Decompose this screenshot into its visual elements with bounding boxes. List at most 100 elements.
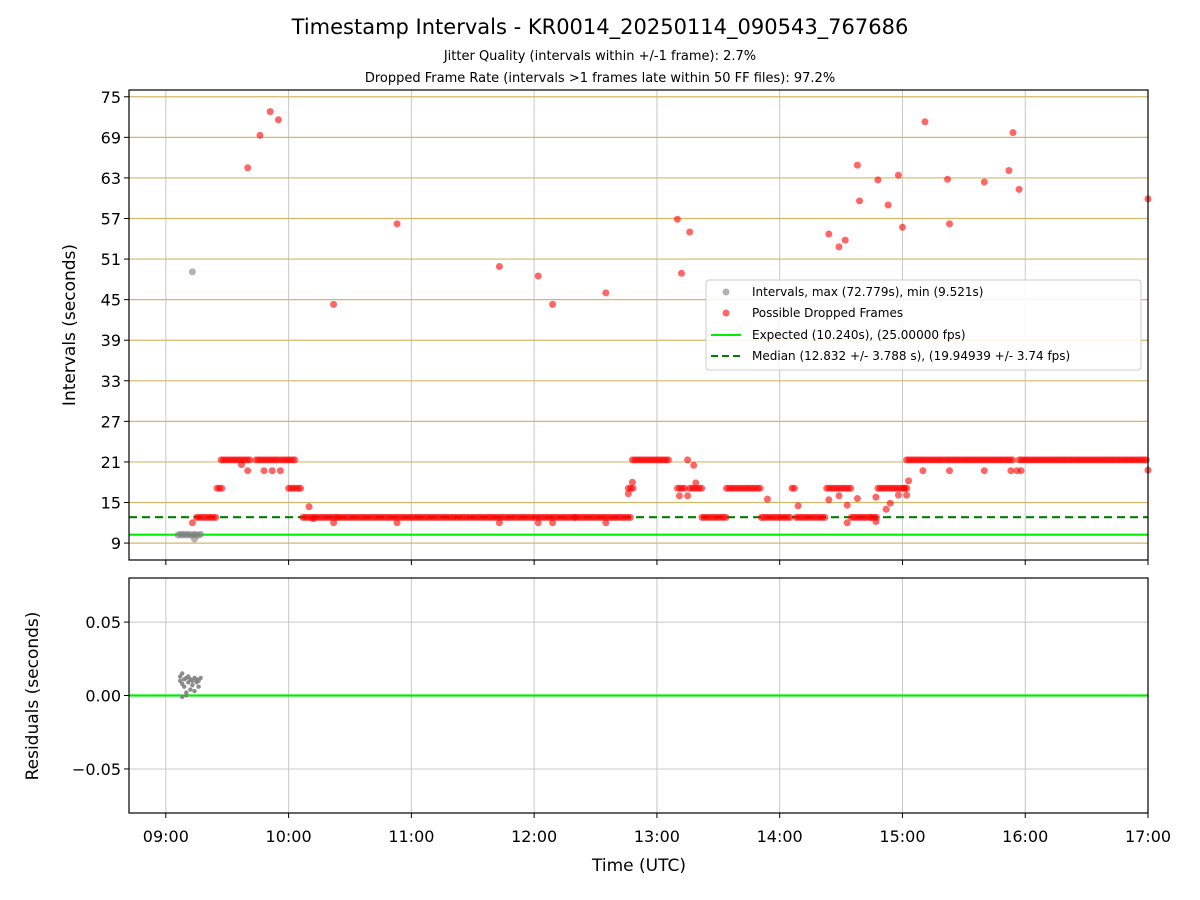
top-y-tick-label: 21	[101, 453, 121, 472]
top-y-tick-label: 63	[101, 169, 121, 188]
dropped-frame-point	[903, 491, 911, 499]
dropped-frame-point	[244, 467, 252, 475]
dropped-frame-point	[244, 164, 252, 172]
dropped-frame-point	[1009, 129, 1017, 137]
dropped-frame-point	[944, 175, 951, 183]
dropped-frame-point	[684, 456, 692, 464]
bottom-y-tick-label: −0.05	[72, 760, 121, 779]
dropped-frame-point	[980, 178, 988, 186]
bottom-plot-frame	[128, 577, 1149, 814]
x-tick-label: 17:00	[1125, 827, 1171, 846]
dropped-frame-point	[495, 263, 503, 270]
dropped-frame-point	[393, 519, 401, 527]
dropped-frame-point	[681, 484, 689, 492]
legend: Intervals, max (72.779s), min (9.521s) P…	[705, 279, 1142, 371]
top-y-tick-label: 69	[101, 128, 121, 147]
dropped-frame-point	[238, 461, 245, 469]
dropped-frame-point	[874, 176, 882, 184]
dropped-frame-point	[921, 118, 929, 126]
dropped-frame-point	[903, 484, 911, 492]
dropped-frame-point	[268, 467, 276, 475]
dropped-frame-point	[884, 201, 892, 209]
dropped-frame-point	[291, 456, 299, 464]
dropped-frame-point	[843, 501, 851, 509]
dropped-frame-point	[1017, 467, 1025, 475]
dropped-frame-point	[602, 289, 610, 297]
dropped-frame-point	[330, 300, 338, 308]
bottom-plot-grid	[129, 578, 1149, 813]
dropped-frame-point	[872, 493, 880, 501]
x-tick-label: 10:00	[266, 827, 312, 846]
dropped-frame-point	[309, 515, 317, 523]
dropped-frame-point	[835, 243, 843, 251]
x-tick-label: 16:00	[1002, 827, 1048, 846]
dropped-frame-point	[1009, 456, 1017, 464]
dropped-frame-point	[673, 215, 681, 223]
dropped-frame-point	[763, 495, 771, 503]
dropped-frame-point	[1142, 456, 1150, 464]
jitter-quality-subtitle: Jitter Quality (intervals within +/-1 fr…	[443, 49, 757, 64]
dropped-frame-point	[393, 220, 401, 228]
dropped-frame-point	[841, 236, 849, 244]
dropped-frame-point	[678, 269, 685, 277]
dropped-frame-point	[946, 220, 953, 228]
dropped-frame-point	[692, 479, 700, 487]
bottom-plot-points	[178, 671, 203, 700]
top-y-tick-label: 75	[101, 88, 121, 107]
interval-point	[197, 530, 205, 538]
dropped-frame-point	[218, 484, 226, 492]
x-tick-label: 11:00	[388, 827, 434, 846]
dropped-frame-point	[821, 513, 829, 521]
residual-point	[188, 687, 193, 692]
dropped-frame-point	[246, 456, 254, 464]
top-y-tick-label: 45	[101, 291, 121, 310]
dropped-frame-point	[330, 519, 338, 527]
dropped-frame-point	[628, 478, 636, 486]
dropped-frame-point	[946, 467, 953, 475]
residual-point	[180, 671, 185, 676]
dropped-frame-rate-subtitle: Dropped Frame Rate (intervals >1 frames …	[364, 71, 836, 86]
dropped-frame-point	[856, 197, 863, 205]
dropped-frame-point	[266, 108, 274, 116]
dropped-frame-point	[602, 519, 610, 527]
legend-box	[705, 279, 1142, 371]
residual-point	[184, 693, 189, 698]
x-axis-label: Time (UTC)	[591, 856, 686, 876]
dropped-frame-point	[297, 484, 305, 492]
dropped-frame-point	[260, 467, 268, 475]
top-y-axis-label: Intervals (seconds)	[60, 244, 80, 406]
dropped-frame-point	[722, 513, 730, 521]
dropped-frame-point	[786, 513, 794, 521]
dropped-frame-point	[756, 484, 764, 492]
dropped-frame-point	[212, 513, 220, 521]
dropped-frame-point	[684, 492, 692, 500]
legend-marker-dropped	[722, 309, 730, 317]
dropped-frame-point	[698, 484, 706, 492]
legend-marker-intervals	[722, 288, 730, 296]
dropped-frame-point	[276, 467, 284, 475]
dropped-frame-point	[549, 519, 557, 527]
top-y-tick-label: 15	[101, 494, 121, 513]
top-y-tick-label: 57	[101, 209, 121, 228]
bottom-y-tick-label: 0.00	[85, 687, 121, 706]
top-y-tick-label: 51	[101, 250, 121, 269]
x-tick-label: 09:00	[143, 827, 189, 846]
dropped-frame-point	[843, 519, 851, 527]
top-y-tick-label: 39	[101, 331, 121, 350]
residual-point	[190, 683, 195, 688]
dropped-frame-point	[835, 492, 843, 500]
legend-label-dropped: Possible Dropped Frames	[752, 306, 903, 320]
dropped-frame-point	[1015, 185, 1023, 193]
dropped-frame-point	[1005, 167, 1013, 174]
x-tick-label: 15:00	[879, 827, 925, 846]
dropped-frame-point	[624, 490, 632, 498]
top-y-tick-label: 33	[101, 372, 121, 391]
top-y-tick-label: 27	[101, 412, 121, 431]
dropped-frame-point	[847, 484, 855, 492]
dropped-frame-point	[495, 519, 503, 527]
dropped-frame-point	[690, 461, 698, 469]
dropped-frame-point	[919, 467, 927, 475]
dropped-frame-point	[853, 161, 861, 169]
dropped-frame-point	[894, 171, 902, 179]
dropped-frame-point	[872, 518, 880, 525]
